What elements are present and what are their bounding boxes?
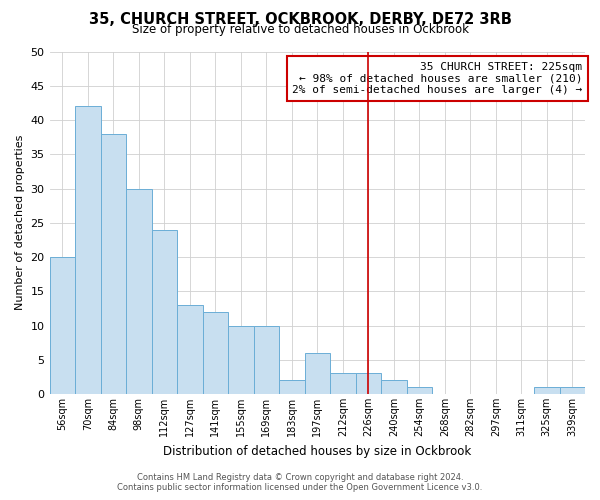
Y-axis label: Number of detached properties: Number of detached properties [15,135,25,310]
Bar [560,387,585,394]
Bar [254,326,279,394]
Bar [228,326,254,394]
Bar [407,387,432,394]
Bar [101,134,126,394]
Text: Contains HM Land Registry data © Crown copyright and database right 2024.
Contai: Contains HM Land Registry data © Crown c… [118,473,482,492]
Text: 35 CHURCH STREET: 225sqm
← 98% of detached houses are smaller (210)
2% of semi-d: 35 CHURCH STREET: 225sqm ← 98% of detach… [292,62,583,95]
Bar [75,106,101,394]
Bar [330,374,356,394]
Bar [152,230,177,394]
Bar [177,305,203,394]
Bar [356,374,381,394]
Bar [381,380,407,394]
Text: 35, CHURCH STREET, OCKBROOK, DERBY, DE72 3RB: 35, CHURCH STREET, OCKBROOK, DERBY, DE72… [89,12,511,28]
Bar [50,257,75,394]
Bar [305,353,330,394]
Bar [126,188,152,394]
Text: Size of property relative to detached houses in Ockbrook: Size of property relative to detached ho… [131,22,469,36]
Bar [203,312,228,394]
Bar [534,387,560,394]
Bar [279,380,305,394]
X-axis label: Distribution of detached houses by size in Ockbrook: Distribution of detached houses by size … [163,444,472,458]
